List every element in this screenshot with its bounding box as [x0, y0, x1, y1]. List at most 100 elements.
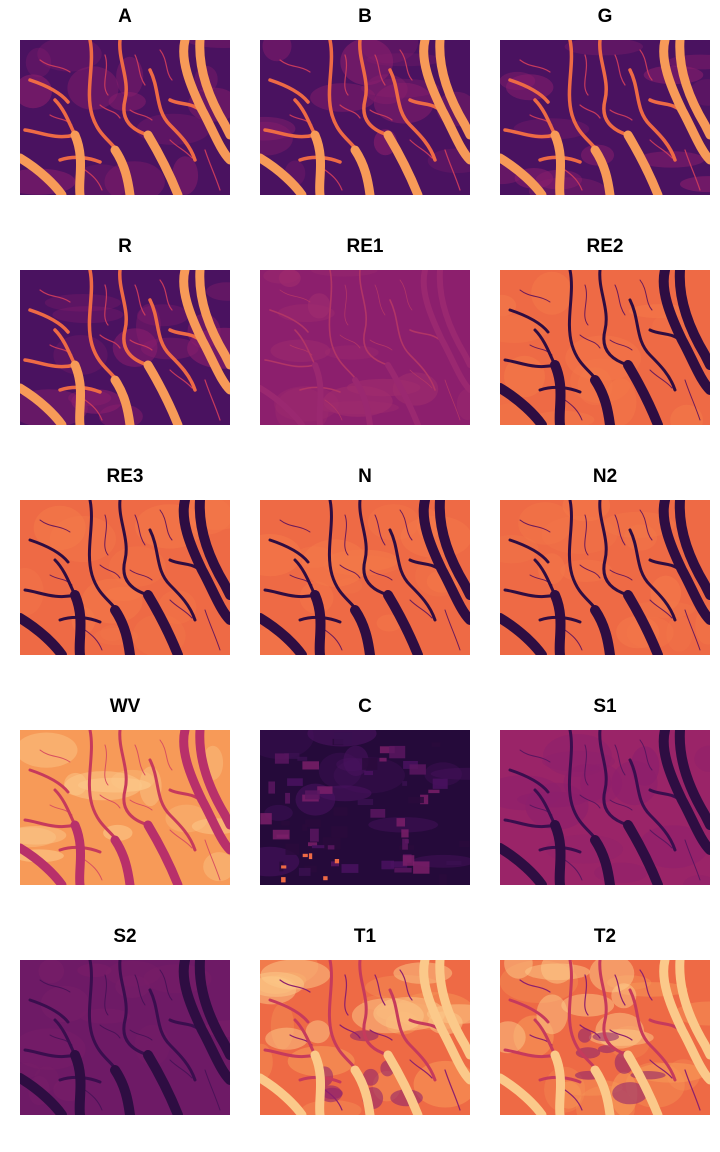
texture-patch	[81, 578, 143, 624]
main-estuary-channel	[110, 375, 135, 425]
river-channel	[628, 988, 677, 1082]
cloud-patch	[357, 799, 374, 805]
main-estuary-channel	[674, 730, 710, 830]
main-estuary-channel	[674, 270, 710, 370]
panel-title: RE3	[106, 466, 144, 487]
river-channel	[263, 1048, 317, 1059]
texture-patch	[323, 555, 400, 576]
texture-patch	[260, 730, 314, 759]
river-channel	[388, 68, 437, 162]
main-estuary-channel	[383, 1050, 423, 1115]
main-estuary-channel	[623, 1050, 663, 1115]
main-estuary-channel	[310, 590, 326, 655]
minor-channel	[159, 969, 173, 1001]
river-channel	[23, 358, 77, 369]
minor-channel	[344, 974, 349, 1016]
minor-channel	[204, 609, 221, 651]
river-channel	[148, 528, 197, 622]
cloud-patch	[379, 746, 395, 754]
river-channel	[628, 298, 677, 392]
cloud-patch	[402, 855, 415, 866]
cloud-patch	[439, 874, 447, 885]
minor-channel	[204, 1069, 221, 1111]
panel-title: N	[358, 466, 372, 487]
minor-channel	[39, 59, 71, 73]
main-estuary-channel	[310, 130, 325, 195]
minor-channel	[84, 1089, 103, 1111]
cloud-patch	[341, 864, 359, 873]
cloud-patch	[333, 807, 348, 816]
minor-channel	[609, 1029, 633, 1041]
minor-channel	[204, 149, 221, 191]
minor-channel	[129, 109, 153, 121]
river-channel	[118, 40, 150, 137]
cloud-patch	[420, 794, 429, 805]
river-channel	[508, 538, 550, 564]
minor-channel	[169, 369, 193, 389]
main-estuary-channel	[179, 730, 230, 855]
panel-title: RE1	[346, 236, 384, 257]
minor-channel	[324, 1089, 343, 1111]
cloud-patch	[459, 840, 470, 847]
main-estuary-channel	[623, 130, 663, 195]
texture-patch	[260, 1043, 273, 1081]
band-image	[500, 730, 710, 885]
minor-channel	[614, 744, 626, 776]
panel-title: S1	[593, 696, 617, 717]
band-image	[20, 40, 230, 195]
cloud-patch	[260, 813, 272, 825]
minor-channel	[564, 399, 583, 421]
main-estuary-channel	[310, 1050, 325, 1115]
texture-patch	[637, 151, 705, 168]
texture-patch	[580, 763, 623, 803]
texture-patch	[680, 176, 710, 193]
minor-channel	[344, 514, 349, 556]
river-channel	[389, 299, 436, 391]
cloud-patch	[379, 757, 387, 762]
main-estuary-channel	[418, 500, 470, 625]
minor-channel	[339, 1024, 361, 1039]
minor-channel	[579, 1024, 601, 1039]
minor-channel	[324, 629, 343, 651]
minor-channel	[134, 284, 146, 316]
minor-channel	[39, 749, 71, 763]
cloud-patch	[370, 809, 386, 818]
minor-channel	[134, 54, 146, 86]
minor-channel	[159, 279, 173, 311]
main-estuary-channel	[350, 145, 375, 195]
texture-patch	[109, 546, 166, 587]
minor-channel	[204, 379, 221, 421]
river-channel	[118, 270, 150, 367]
minor-channel	[104, 744, 109, 786]
river-channel	[628, 528, 677, 622]
river-channel	[359, 270, 389, 366]
minor-channel	[639, 279, 653, 311]
texture-patch	[323, 385, 393, 417]
texture-patch	[67, 66, 119, 110]
minor-channel	[279, 519, 311, 533]
bright-spot	[334, 859, 340, 864]
minor-channel	[444, 379, 461, 421]
cloud-patch	[302, 761, 319, 770]
cool-patch	[362, 1068, 379, 1086]
minor-channel	[564, 1089, 583, 1111]
cloud-patch	[287, 778, 303, 786]
main-estuary-channel	[550, 1050, 565, 1115]
minor-channel	[104, 284, 109, 326]
texture-patch	[565, 335, 642, 381]
texture-patch	[307, 293, 331, 319]
minor-channel	[639, 739, 653, 771]
texture-patch	[518, 502, 573, 545]
main-estuary-channel	[550, 590, 566, 655]
minor-channel	[519, 519, 551, 533]
minor-channel	[84, 629, 103, 651]
texture-patch	[20, 826, 67, 845]
main-estuary-channel	[143, 360, 183, 425]
minor-channel	[104, 974, 109, 1016]
minor-channel	[134, 744, 146, 776]
main-estuary-channel	[500, 1073, 547, 1115]
texture-patch	[263, 270, 300, 284]
texture-patch	[694, 745, 710, 772]
minor-channel	[39, 979, 71, 993]
cloud-patch	[402, 781, 408, 786]
